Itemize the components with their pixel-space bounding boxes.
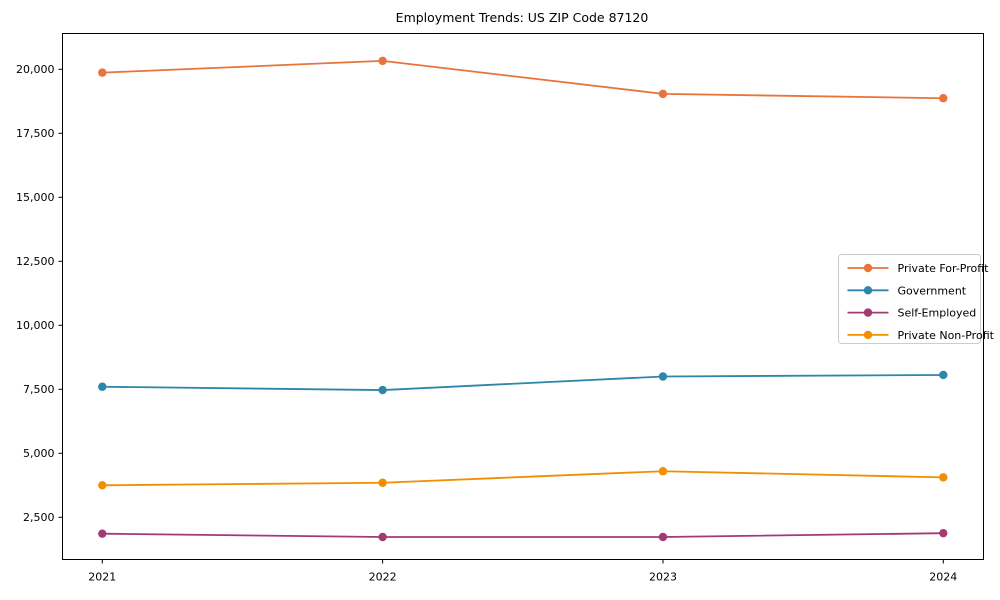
- data-point: [939, 528, 948, 538]
- legend-box: [838, 254, 981, 344]
- chart-title: Employment Trends: US ZIP Code 87120: [396, 10, 649, 25]
- legend-item-label: Private For-Profit: [898, 262, 990, 275]
- y-tick-label: 12,500: [16, 255, 55, 268]
- legend-swatch-marker: [863, 286, 873, 295]
- plot-border: [62, 33, 984, 560]
- data-point: [378, 56, 387, 66]
- data-point: [658, 532, 668, 542]
- data-point: [378, 532, 387, 542]
- y-tick-label: 7,500: [23, 383, 55, 396]
- legend-item-label: Private Non-Profit: [898, 329, 995, 342]
- data-point: [658, 372, 668, 381]
- plot-spines: [62, 33, 984, 560]
- data-point: [378, 478, 387, 487]
- data-point: [98, 529, 107, 538]
- legend-swatch-marker: [863, 330, 873, 340]
- data-point: [378, 385, 387, 395]
- x-axis: 2021 2022 2023 2024: [88, 559, 957, 584]
- data-point: [98, 68, 107, 77]
- data-point: [98, 481, 107, 490]
- y-tick-label: 17,500: [16, 127, 55, 140]
- x-tick-label: 2024: [929, 571, 957, 584]
- legend-swatch-marker: [863, 308, 873, 317]
- y-tick-label: 2,500: [23, 511, 55, 524]
- series-line-self-employed: [102, 532, 944, 538]
- x-tick-label: 2022: [369, 571, 397, 584]
- data-point: [658, 467, 668, 476]
- series-layer: [98, 56, 948, 542]
- y-tick-label: 10,000: [16, 319, 55, 332]
- y-axis: 2,500 5,000 7,500 10,000 12,500 15,000 17,500 2…: [16, 63, 63, 524]
- y-tick-label: 15,000: [16, 191, 55, 204]
- series-line-private-for-profit: [102, 59, 944, 100]
- data-point: [939, 370, 948, 380]
- y-tick-label: 20,000: [16, 63, 55, 76]
- legend-swatch-marker: [863, 263, 873, 273]
- series-line-government: [102, 374, 944, 391]
- data-point: [658, 89, 668, 99]
- x-tick-label: 2021: [88, 571, 116, 584]
- legend-item-label: Self-Employed: [898, 307, 977, 320]
- legend-item-label: Government: [898, 284, 967, 297]
- data-point: [98, 382, 107, 391]
- legend: Private For-Profit Government Self-Employe…: [838, 254, 995, 344]
- series-line-private-non-profit: [102, 470, 944, 487]
- x-tick-label: 2023: [649, 571, 677, 584]
- data-point: [939, 473, 948, 482]
- data-point: [939, 94, 948, 103]
- y-tick-label: 5,000: [23, 447, 55, 460]
